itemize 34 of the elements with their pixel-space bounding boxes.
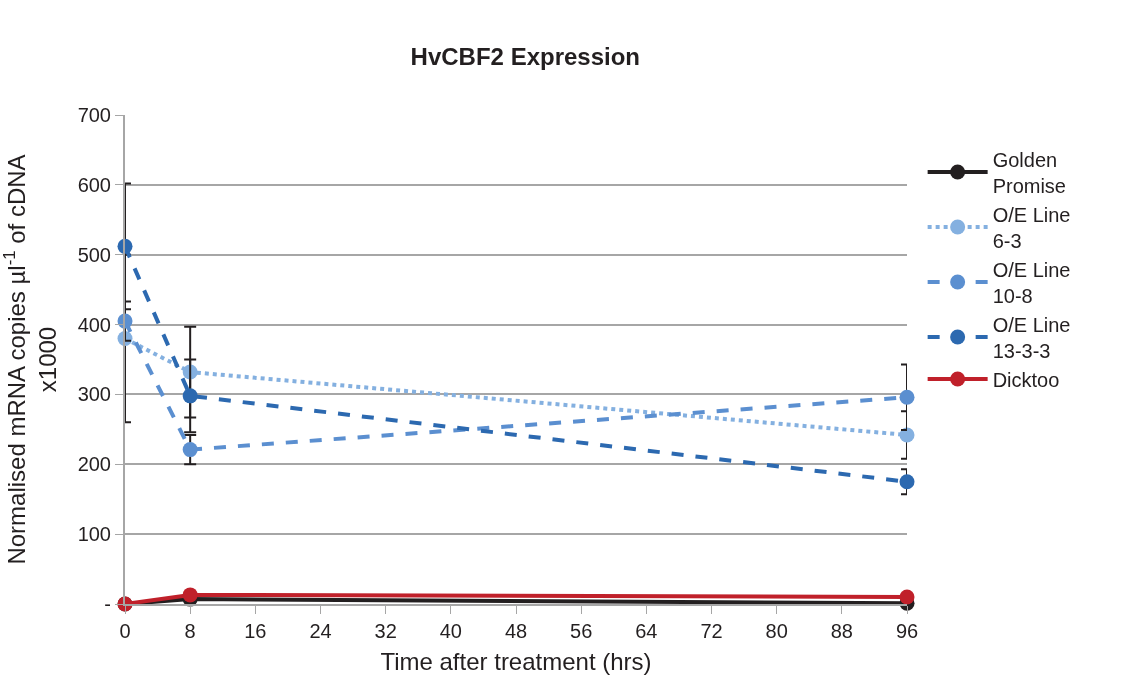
x-tick-label: 24 bbox=[309, 620, 332, 642]
y-tick-label: 200 bbox=[77, 453, 111, 476]
point bbox=[899, 589, 915, 605]
x-tick-label: 40 bbox=[439, 620, 462, 642]
y-tick-label: 700 bbox=[77, 104, 111, 126]
y-tick-label: 500 bbox=[77, 243, 111, 266]
x-tick-label: 16 bbox=[244, 620, 267, 642]
chart-title: HvCBF2 Expression bbox=[410, 42, 641, 70]
x-axis-title: Time after treatment (hrs) bbox=[380, 647, 652, 675]
x-tick-label: 56 bbox=[570, 620, 593, 642]
y-tick-label: 100 bbox=[77, 523, 111, 546]
x-tick-label: 64 bbox=[635, 620, 658, 642]
legend-label: Dicktoo bbox=[992, 368, 1060, 391]
legend-label: O/E Line 13-3-3 bbox=[992, 313, 1071, 362]
x-tick-label: 0 bbox=[119, 620, 131, 642]
y-tick-label: 400 bbox=[77, 313, 111, 336]
legend-label: Golden Promise bbox=[992, 148, 1066, 197]
x-tick-label: 8 bbox=[184, 620, 196, 642]
x-tick-label: 32 bbox=[374, 620, 397, 642]
x-tick-label: 96 bbox=[895, 620, 919, 642]
legend-label: O/E Line 6-3 bbox=[992, 203, 1071, 252]
x-tick-label: 48 bbox=[504, 620, 528, 642]
y-tick-label: - bbox=[104, 593, 111, 615]
y-tick-label: 600 bbox=[77, 173, 111, 196]
point bbox=[182, 442, 198, 458]
point bbox=[899, 389, 915, 405]
x-tick-label: 88 bbox=[830, 620, 853, 642]
point bbox=[182, 388, 198, 404]
y-tick-label: 300 bbox=[77, 383, 111, 406]
x-tick-label: 72 bbox=[700, 620, 723, 642]
point bbox=[182, 587, 198, 603]
x-tick-label: 80 bbox=[765, 620, 788, 642]
legend-label: O/E Line 10-8 bbox=[992, 258, 1071, 307]
point bbox=[899, 474, 915, 490]
